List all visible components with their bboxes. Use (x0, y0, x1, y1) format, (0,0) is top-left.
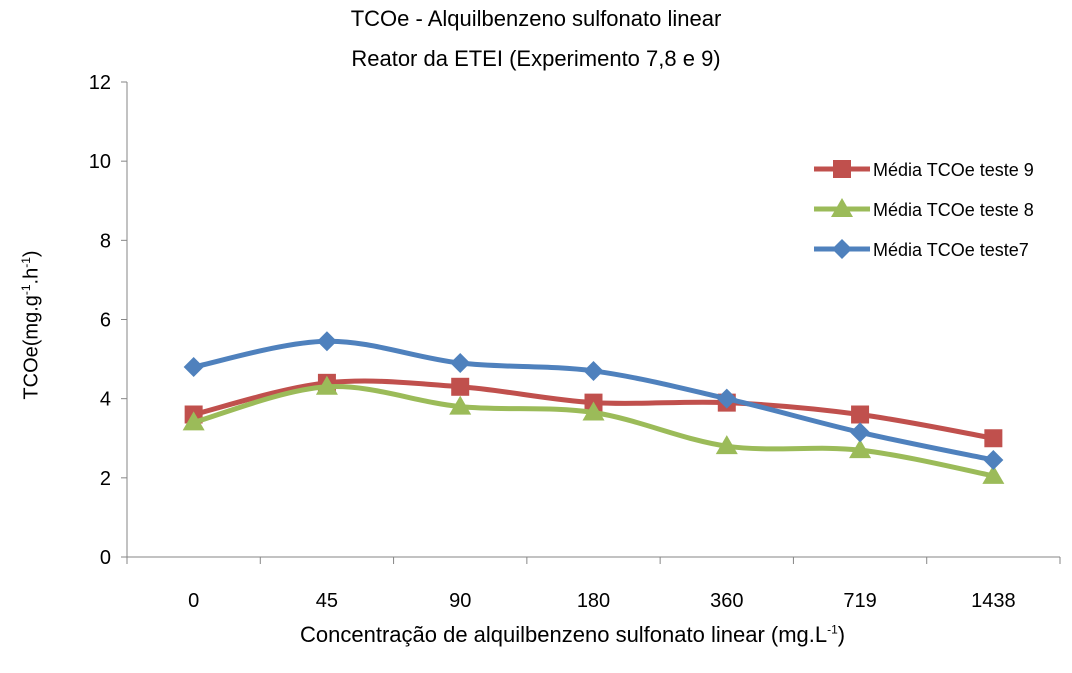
y-axis-label: TCOe(mg.g-1.h-1) (18, 250, 43, 400)
legend-label-teste9: Média TCOe teste 9 (873, 160, 1034, 180)
data-point-series-2 (850, 422, 871, 443)
data-point-series-1 (849, 439, 872, 459)
data-point-series-2 (183, 357, 204, 377)
data-point-series-2 (716, 388, 737, 409)
data-point-series-1 (449, 395, 472, 415)
y-tick-label: 0 (100, 547, 111, 569)
y-tick-label: 2 (100, 468, 111, 490)
y-tick-label: 10 (89, 151, 111, 173)
y-tick-label: 6 (100, 310, 111, 332)
y-tick-label: 12 (89, 72, 111, 94)
chart-title: TCOe - Alquilbenzeno sulfonato linear (350, 6, 722, 31)
x-tick-label: 1438 (971, 590, 1016, 612)
data-point-series-2 (583, 360, 604, 381)
x-axis-label: Concentração de alquilbenzeno sulfonato … (300, 622, 846, 647)
legend-marker-1 (831, 198, 853, 217)
legend-label-teste7: Média TCOe teste7 (873, 240, 1029, 260)
x-tick-label: 0 (188, 590, 199, 612)
y-tick-label: 8 (100, 230, 111, 252)
legend-marker-2 (832, 239, 852, 259)
data-point-series-1 (982, 464, 1005, 484)
x-tick-label: 360 (710, 590, 743, 612)
data-point-series-2 (450, 353, 471, 374)
x-tick-label: 719 (843, 590, 876, 612)
data-point-series-1 (315, 375, 338, 395)
x-tick-label: 180 (577, 590, 610, 612)
data-point-series-0 (984, 429, 1003, 448)
x-tick-label: 45 (316, 590, 338, 612)
data-point-series-0 (451, 377, 470, 396)
chart-subtitle: Reator da ETEI (Experimento 7,8 e 9) (351, 46, 721, 71)
data-point-series-1 (715, 435, 738, 455)
data-point-series-1 (182, 411, 205, 431)
data-point-series-2 (316, 331, 337, 352)
x-tick-label: 90 (449, 590, 471, 612)
data-point-series-2 (983, 450, 1004, 471)
legend-label-teste8: Média TCOe teste 8 (873, 200, 1034, 220)
legend-marker-0 (833, 160, 851, 178)
y-tick-label: 4 (100, 389, 111, 411)
data-point-series-0 (851, 405, 870, 424)
data-point-series-1 (582, 401, 605, 421)
